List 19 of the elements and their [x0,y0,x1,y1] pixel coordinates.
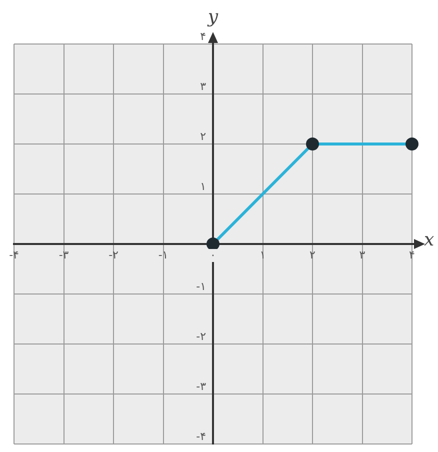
y-tick-label: ۴ [200,30,206,43]
y-tick-label: ۳ [200,80,206,93]
x-axis-title: x [424,230,434,251]
x-tick-label: -۴ [9,248,20,262]
x-tick-label: -۱ [158,248,168,262]
y-tick-label: -۳ [196,380,206,393]
x-tick-label: ۰ [210,248,216,262]
x-tick-label: ۲ [310,248,316,262]
y-tick-label: -۴ [196,430,206,443]
y-tick-label: ۱ [200,180,206,193]
x-tick-label: ۱ [260,248,266,262]
y-tick-label: ۲ [200,130,206,143]
y-tick-label: -۲ [196,330,206,343]
x-tick-label: -۳ [58,248,69,262]
y-axis-title: y [206,6,219,28]
x-tick-label: ۴ [409,248,416,262]
x-tick-label: ۳ [359,248,366,262]
x-tick-label: -۲ [108,248,119,262]
y-tick-label: -۱ [196,280,206,293]
